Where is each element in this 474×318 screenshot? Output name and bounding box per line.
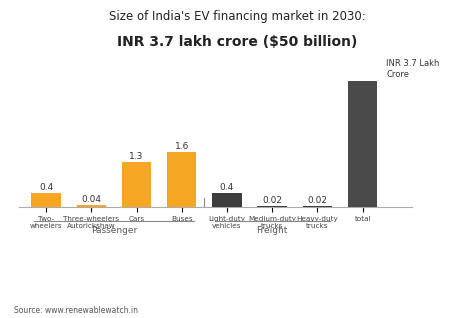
Bar <box>257 206 287 207</box>
Text: Passenger: Passenger <box>91 226 137 235</box>
Bar <box>167 152 196 207</box>
Text: 0.02: 0.02 <box>308 196 328 205</box>
Text: 1.6: 1.6 <box>174 142 189 151</box>
Bar <box>122 162 151 207</box>
Text: Freight: Freight <box>256 226 288 235</box>
Text: 0.04: 0.04 <box>82 195 101 204</box>
Text: Source: www.renewablewatch.in: Source: www.renewablewatch.in <box>14 306 138 315</box>
Text: Size of India's EV financing market in 2030:: Size of India's EV financing market in 2… <box>109 10 365 23</box>
Text: 0.4: 0.4 <box>220 183 234 192</box>
Text: 1.3: 1.3 <box>129 152 144 161</box>
Bar <box>348 81 377 207</box>
Text: 0.02: 0.02 <box>262 196 282 205</box>
Bar <box>77 205 106 207</box>
Text: INR 3.7 Lakh
Crore: INR 3.7 Lakh Crore <box>386 59 439 79</box>
Bar <box>303 206 332 207</box>
Text: INR 3.7 lakh crore ($50 billion): INR 3.7 lakh crore ($50 billion) <box>117 35 357 49</box>
Bar <box>212 193 242 207</box>
Bar <box>31 193 61 207</box>
Text: 0.4: 0.4 <box>39 183 53 192</box>
